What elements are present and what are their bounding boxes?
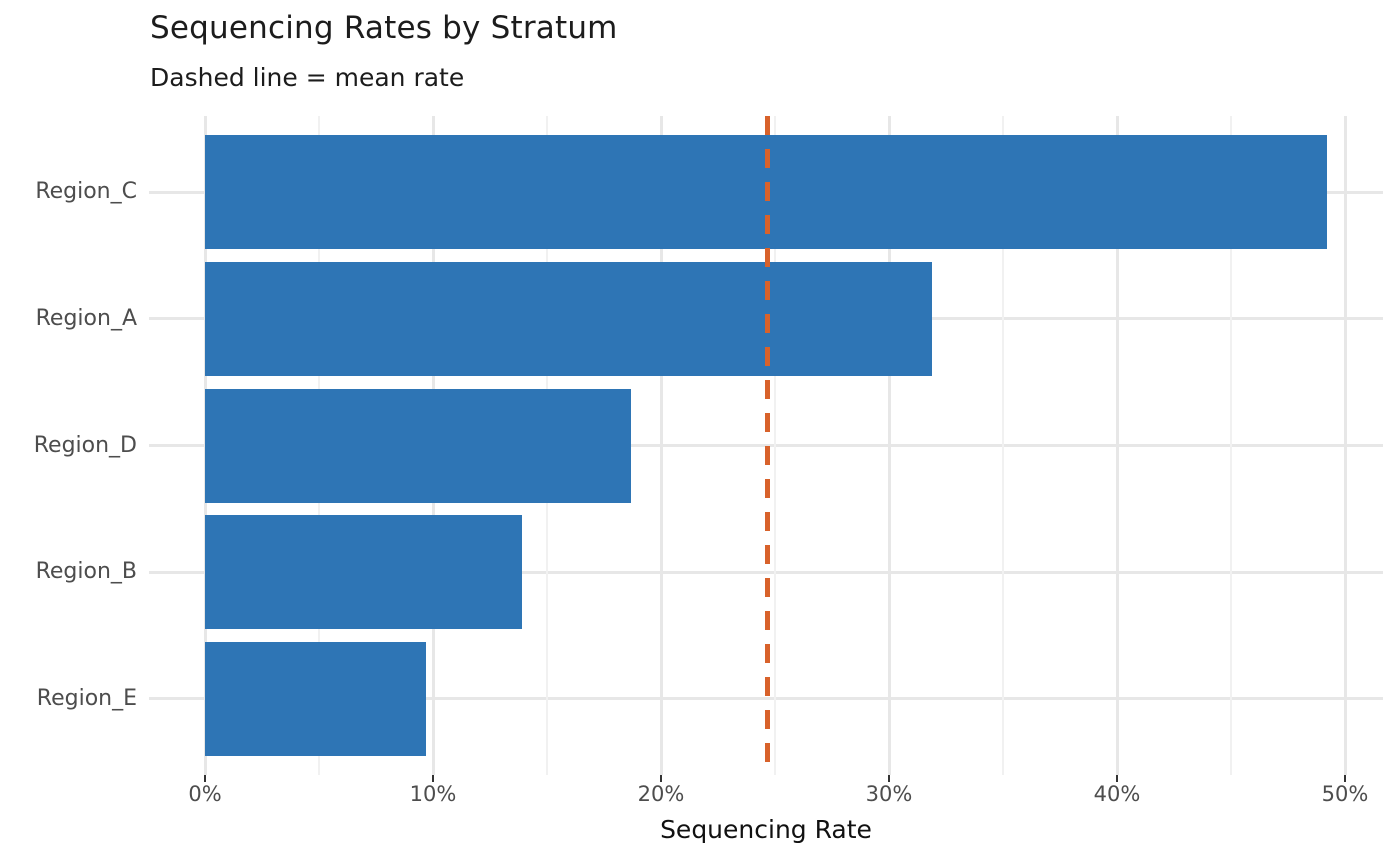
gridline-vertical-minor-45 [1230,116,1232,775]
x-axis-tick-10 [432,775,434,782]
x-axis-tick-label-40: 40% [1093,782,1141,806]
bar-region_e [205,641,427,756]
x-axis-tick-label-20: 20% [637,782,685,806]
y-axis-label-region_e: Region_E [36,685,137,711]
x-axis-tick-30 [888,775,890,782]
gridline-vertical-major-30 [887,116,891,775]
x-axis-tick-label-0: 0% [188,782,222,806]
gridline-vertical-major-40 [1115,116,1119,775]
x-axis-tick-50 [1344,775,1346,782]
bar-region_b [205,515,522,630]
y-axis-label-region_a: Region_A [35,305,137,331]
gridline-vertical-major-50 [1343,116,1347,775]
y-axis-label-region_d: Region_D [33,432,137,458]
x-axis-tick-label-50: 50% [1321,782,1369,806]
gridline-vertical-major-20 [659,116,663,775]
x-axis-title: Sequencing Rate [660,815,872,844]
bar-region_a [205,261,933,376]
chart-title: Sequencing Rates by Stratum [150,10,618,46]
gridline-vertical-minor-25 [774,116,776,775]
y-axis-label-region_c: Region_C [35,179,137,205]
x-axis-tick-0 [204,775,206,782]
bar-region_d [205,388,632,503]
x-axis-tick-20 [660,775,662,782]
chart-subtitle: Dashed line = mean rate [150,63,465,92]
y-axis-label-region_b: Region_B [35,559,137,585]
x-axis-tick-40 [1116,775,1118,782]
mean-rate-dashed-line [765,116,771,775]
plot-panel [149,116,1383,775]
gridline-vertical-minor-35 [1002,116,1004,775]
x-axis-tick-label-30: 30% [865,782,913,806]
x-axis-tick-label-10: 10% [409,782,457,806]
